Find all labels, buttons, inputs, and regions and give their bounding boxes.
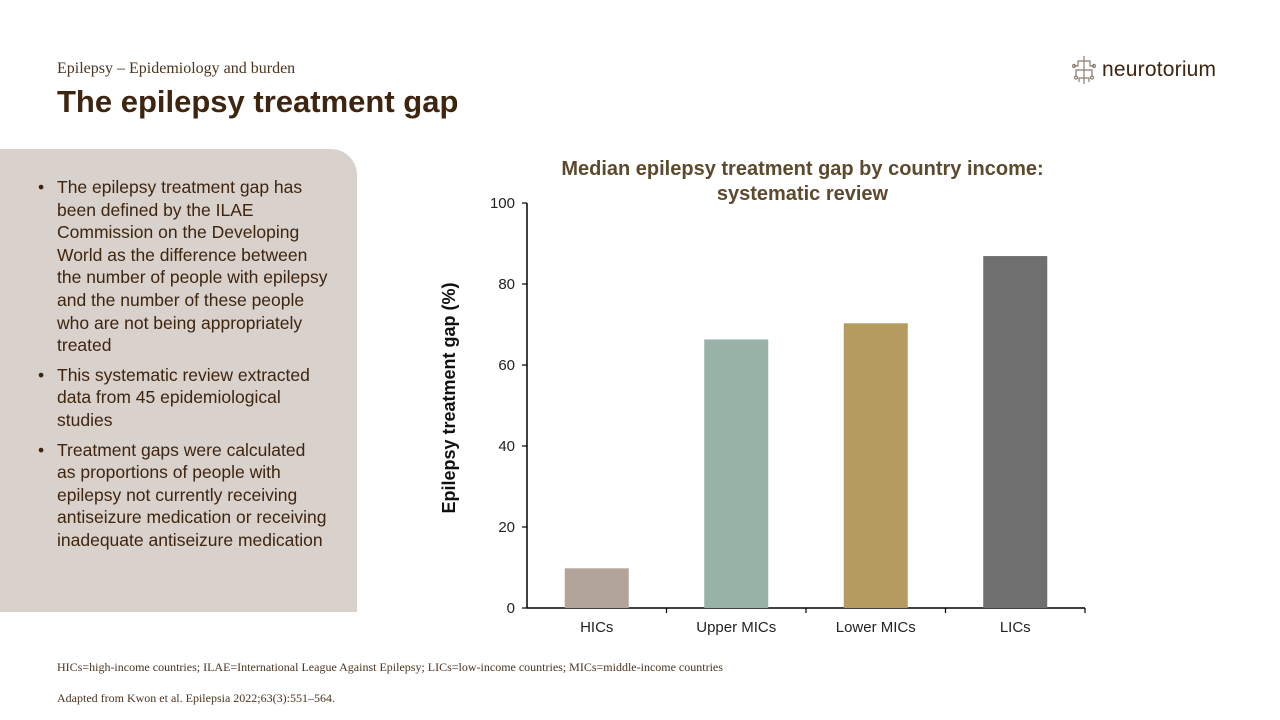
bar-lics — [983, 256, 1048, 608]
bar-upper-mics — [704, 339, 769, 608]
bullet-item: • This systematic review extracted data f… — [38, 364, 310, 430]
y-tick-label: 60 — [498, 357, 515, 374]
brand-logo: neurotorium — [1071, 54, 1216, 86]
bullet-text: This systematic review extracted data fr… — [57, 364, 310, 430]
bullet-text: Treatment gaps were calculated as propor… — [57, 439, 327, 550]
bullet-list: • The epilepsy treatment gap has been def… — [38, 176, 328, 559]
x-tick-label: Lower MICs — [836, 619, 916, 636]
brain-circuit-icon — [1071, 56, 1097, 84]
summary-panel — [0, 149, 357, 612]
bullet-text: The epilepsy treatment gap has been defi… — [57, 177, 328, 356]
y-axis-title: Epilepsy treatment gap (%) — [439, 282, 459, 513]
x-tick-label: Upper MICs — [696, 619, 776, 636]
y-tick-label: 40 — [498, 438, 515, 455]
section-subtitle: Epilepsy – Epidemiology and burden — [57, 60, 296, 77]
chart-title: Median epilepsy treatment gap by country… — [561, 158, 1044, 205]
bar-hics — [564, 568, 629, 608]
bar-lower-mics — [843, 323, 908, 608]
y-tick-label: 80 — [498, 276, 515, 293]
bullet-item: • The epilepsy treatment gap has been def… — [38, 177, 328, 356]
logo-text: neurotorium — [1102, 58, 1217, 81]
abbreviations-footnote: HICs=high-income countries; ILAE=Interna… — [57, 660, 723, 674]
page-title: The epilepsy treatment gap — [57, 84, 459, 119]
y-tick-label: 100 — [490, 195, 515, 212]
source-footnote: Adapted from Kwon et al. Epilepsia 2022;… — [57, 691, 335, 705]
y-tick-label: 0 — [507, 600, 515, 617]
y-tick-label: 20 — [498, 519, 515, 536]
x-tick-label: LICs — [1000, 619, 1031, 636]
x-tick-label: HICs — [580, 619, 613, 636]
bullet-item: • Treatment gaps were calculated as propo… — [38, 439, 327, 550]
